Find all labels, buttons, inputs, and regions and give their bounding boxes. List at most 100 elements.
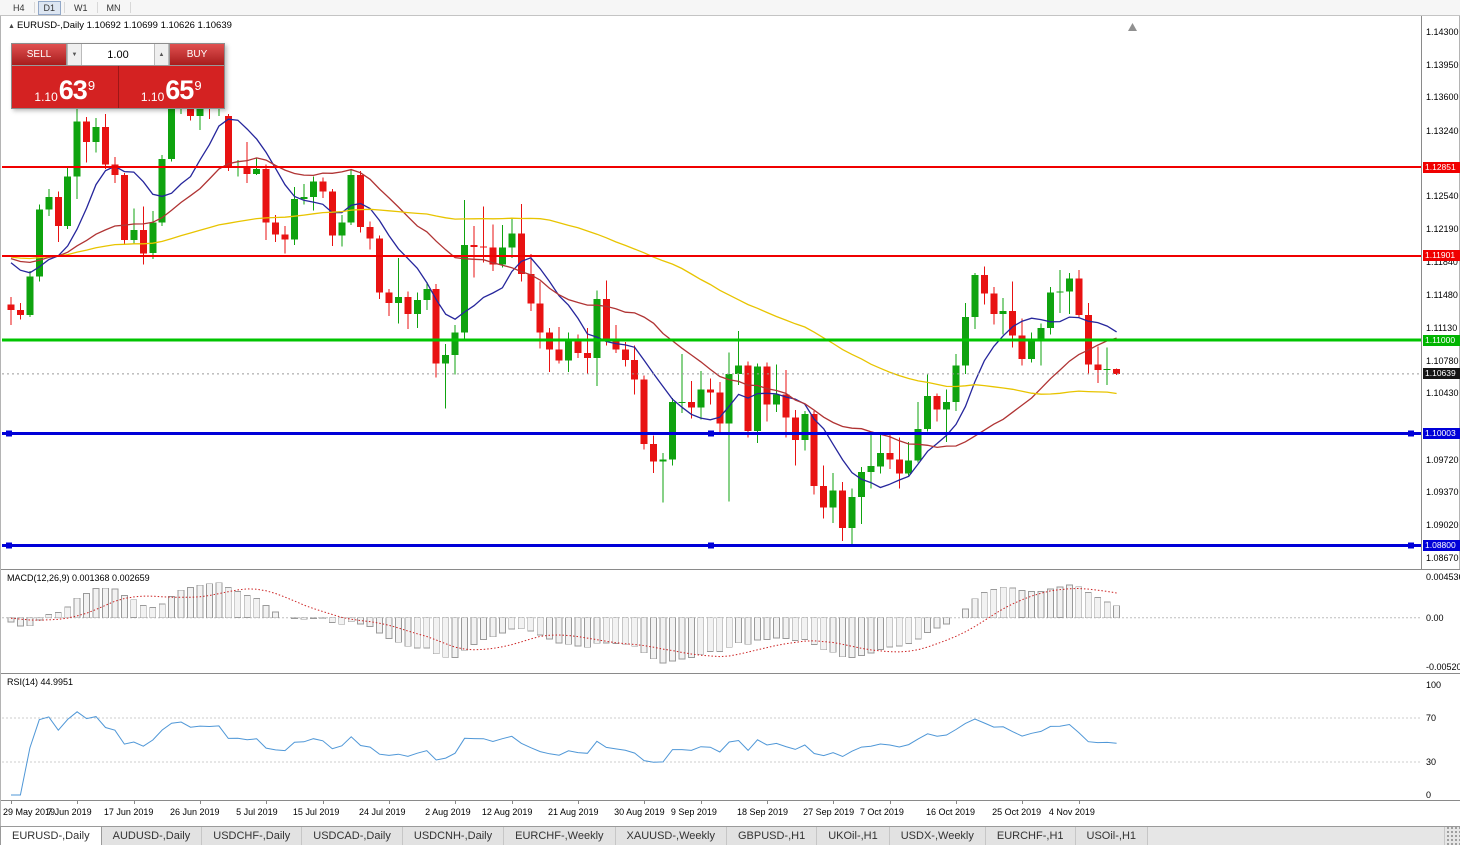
ma-21-line [10,157,1117,449]
rsi-panel: RSI(14) 44.9951 100 70 30 0 [1,673,1460,800]
date-axis-tick [455,801,457,804]
timeframe-button-h4[interactable]: H4 [13,2,25,13]
chart-tab-usdchf-daily[interactable]: USDCHF-,Daily [202,827,303,845]
chart-tab-eurchf-h1[interactable]: EURCHF-,H1 [985,827,1076,845]
date-axis-label: 29 May 2019 [3,807,56,817]
rsi-canvas[interactable] [1,674,1421,800]
date-axis-label: 17 Jun 2019 [103,807,154,817]
date-axis-tick [644,801,646,804]
resize-gripper[interactable] [1444,827,1460,845]
price-badge: 1.10003 [1423,427,1460,439]
horizontal-line-1.088[interactable] [2,542,1421,549]
chart-tab-usdcad-daily[interactable]: USDCAD-,Daily [302,827,403,845]
chart-tab-audusd-daily[interactable]: AUDUSD-,Daily [101,827,203,845]
price-axis-label: 1.13950 [1426,59,1459,70]
date-axis-label: 15 Jul 2019 [292,807,340,817]
date-axis-tick [833,801,835,804]
macd-histogram [7,582,1120,664]
chart-tab-eurusd-daily[interactable]: EURUSD-,Daily [0,827,102,845]
trade-controls-row: SELL ▼ ▲ BUY [12,44,224,65]
price-badge: 1.11901 [1423,250,1460,262]
timeframe-button-mn[interactable]: MN [106,2,121,13]
date-axis-tick [956,801,957,804]
macd-canvas[interactable] [1,570,1421,673]
date-axis-tick [77,801,79,804]
date-axis-tick [511,801,513,804]
sell-button[interactable]: SELL [12,44,67,65]
date-axis-tick [889,801,891,804]
chart-tab-usdx-weekly[interactable]: USDX-,Weekly [889,827,986,845]
date-axis-tick [266,801,268,804]
chart-window: ▲ EURUSD-,Daily 1.10692 1.10699 1.10626 1… [0,16,1460,826]
horizontal-line-1.10003[interactable] [2,430,1421,437]
price-axis-label: 1.11130 [1426,322,1458,333]
date-axis-label: 24 Jul 2019 [359,807,406,817]
timeframe-button-group: H4 D1 W1 MN [7,0,134,15]
chart-tab-usdcnh-daily[interactable]: USDCNH-,Daily [402,827,505,845]
chart-tab-eurchf-weekly[interactable]: EURCHF-,Weekly [504,827,616,845]
chart-tab-usoil-h1[interactable]: USOil-,H1 [1075,827,1149,845]
rsi-line [11,711,1117,796]
date-axis-tick [767,801,768,804]
ask-price-display[interactable]: 1.10 65 9 [118,66,224,108]
macd-label: MACD(12,26,9) 0.001368 0.002659 [7,573,150,583]
date-axis-label: 7 Jun 2019 [47,807,92,817]
date-axis-tick [200,801,201,804]
price-axis-label: 1.13240 [1426,125,1459,136]
date-axis-label: 9 Sep 2019 [670,807,717,817]
toolbar-separator [33,2,35,13]
shift-marker-icon [1128,23,1137,31]
buy-button[interactable]: BUY [169,44,224,65]
one-click-trading-panel: SELL ▼ ▲ BUY 1.10 63 9 1.10 65 9 [11,43,225,109]
price-axis-label: 1.12190 [1426,223,1459,234]
date-axis-tick [1022,801,1024,804]
volume-increase-button[interactable]: ▲ [154,44,169,65]
price-axis-label: 1.10780 [1426,355,1459,366]
timeframe-button-w1[interactable]: W1 [74,2,88,13]
chart-tab-bar: EURUSD-,Daily AUDUSD-,Daily USDCHF-,Daily U… [0,826,1460,845]
date-axis-tick [700,801,702,804]
date-axis-tick [133,801,135,804]
price-badge: 1.12851 [1423,161,1460,173]
bid-price-big-digits: 63 [58,75,88,105]
bid-price-pipette: 9 [87,78,96,93]
date-axis-label: 25 Oct 2019 [992,807,1042,817]
ma-8-line [10,118,1117,489]
bid-price-display[interactable]: 1.10 63 9 [12,66,119,108]
price-axis-label: 1.12540 [1426,191,1459,202]
date-axis-label: 4 Nov 2019 [1048,807,1095,817]
ask-price-pipette: 9 [194,78,202,93]
toolbar-separator [64,2,66,13]
price-axis-label: 1.09720 [1426,454,1459,465]
chart-tab-gbpusd-h1[interactable]: GBPUSD-,H1 [726,827,818,845]
price-axis-label: 1.10430 [1426,388,1459,399]
chart-tab-ukoil-h1[interactable]: UKOil-,H1 [817,827,890,845]
date-axis-tick [389,801,390,804]
price-badge: 1.10639 [1423,368,1460,380]
chevron-up-icon: ▲ [158,51,165,58]
macd-axis-label: -0.00520 [1426,662,1460,672]
chart-title-text: EURUSD-,Daily 1.10692 1.10699 1.10626 1.… [16,20,232,31]
chart-tab-xauusd-weekly[interactable]: XAUUSD-,Weekly [615,827,727,845]
date-axis[interactable]: 29 May 2019 7 Jun 2019 17 Jun 2019 26 Jun 2… [1,800,1460,826]
volume-decrease-button[interactable]: ▼ [67,44,82,65]
toolbar-separator [129,2,131,13]
rsi-axis-label: 100 [1426,680,1442,690]
bid-price-prefix: 1.10 [34,90,58,104]
price-axis-label: 1.08670 [1426,552,1459,563]
timeframe-button-d1[interactable]: D1 [37,0,62,15]
volume-input[interactable] [82,44,154,65]
moving-average-lines [10,118,1117,489]
date-axis-tick [578,801,579,804]
price-axis-label: 1.14300 [1426,26,1459,37]
date-axis-label: 18 Sep 2019 [737,807,789,817]
date-axis-label: 2 Aug 2019 [425,807,471,817]
price-badge: 1.08800 [1423,540,1460,552]
price-axis-label: 1.11840 [1426,256,1458,267]
price-axis-label: 1.13600 [1426,92,1459,103]
timeframe-toolbar: H4 D1 W1 MN [0,0,1460,16]
price-axis-label: 1.11480 [1426,290,1458,301]
date-axis-label: 16 Oct 2019 [926,807,976,817]
date-axis-label: 12 Aug 2019 [481,807,533,817]
price-axis-label: 1.09020 [1426,520,1459,531]
